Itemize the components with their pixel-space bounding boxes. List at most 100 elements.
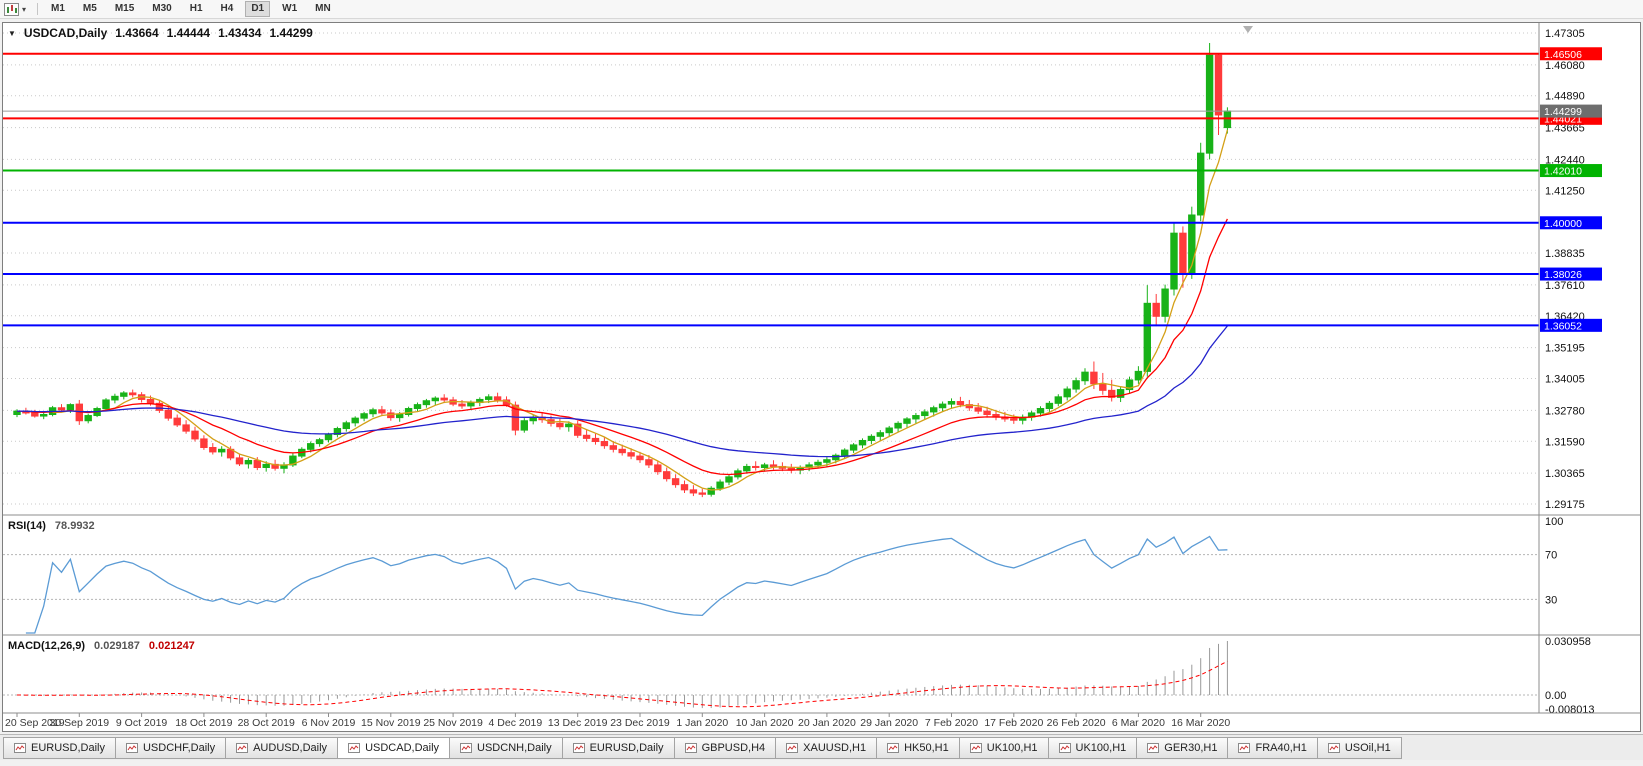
date-label: 16 Mar 2020 xyxy=(1171,717,1230,729)
timeframe-toolbar: ▾ M1 M5 M15 M30 H1 H4 D1 W1 MN xyxy=(0,0,1643,19)
chart-tab-icon xyxy=(1327,743,1340,753)
chart-tab-usdchf-daily[interactable]: USDCHF,Daily xyxy=(115,737,227,759)
chart-shift-marker[interactable] xyxy=(1243,26,1253,33)
price-badge xyxy=(1540,216,1602,230)
chart-tab-icon xyxy=(786,743,799,753)
chart-tabs: EURUSD,Daily USDCHF,Daily AUDUSD,Daily USDC… xyxy=(3,737,1402,759)
moving-average-13 xyxy=(16,218,1228,476)
price-badge xyxy=(1540,164,1602,178)
timeframe-m1[interactable]: M1 xyxy=(45,1,71,17)
chart-tab-icon xyxy=(887,743,900,753)
chart-tab-eurusd-daily[interactable]: EURUSD,Daily xyxy=(562,737,675,759)
chart-tab-icon xyxy=(1238,743,1251,753)
timeframe-m15[interactable]: M15 xyxy=(109,1,140,17)
macd-axis-zero: 0.00 xyxy=(1545,690,1566,702)
chart-tab-label: FRA40,H1 xyxy=(1255,742,1307,754)
date-label: 20 Jan 2020 xyxy=(798,717,856,729)
price-tick-label: 1.46080 xyxy=(1545,60,1585,72)
price-tick-label: 1.43665 xyxy=(1545,123,1585,135)
price-tick-label: 1.32780 xyxy=(1545,405,1585,417)
rsi-axis-label: 30 xyxy=(1545,594,1557,606)
price-tick-label: 1.29175 xyxy=(1545,499,1585,511)
date-label: 26 Feb 2020 xyxy=(1047,717,1106,729)
chart-tab-icon xyxy=(348,743,361,753)
price-badge-label: 1.46506 xyxy=(1544,49,1582,61)
moving-average-5 xyxy=(52,129,1229,491)
date-label: 29 Jan 2020 xyxy=(860,717,918,729)
timeframe-group: M1 M5 M15 M30 H1 H4 D1 W1 MN xyxy=(45,1,337,17)
chart-tab-icon xyxy=(969,743,982,753)
chart-tab-label: GBPUSD,H4 xyxy=(701,742,766,754)
chart-canvas[interactable]: 1.47305 1.46080 1.44890 1.43665 1.42440 1.412… xyxy=(3,23,1640,731)
chart-tab-usoil-h1[interactable]: USOil,H1 xyxy=(1317,737,1402,759)
price-badge-label: 1.44299 xyxy=(1544,106,1582,118)
date-label: 30 Sep 2019 xyxy=(50,717,110,729)
date-label: 7 Feb 2020 xyxy=(925,717,978,729)
chart-tab-icon xyxy=(1058,743,1071,753)
chart-tab-label: AUDUSD,Daily xyxy=(253,742,328,754)
chart-tab-icon xyxy=(1147,743,1160,753)
toolbar-separator xyxy=(37,3,39,15)
chart-tab-label: USDCHF,Daily xyxy=(142,742,216,754)
price-badge xyxy=(1540,104,1602,118)
chart-tab-icon xyxy=(684,743,697,753)
chart-tab-eurusd-daily[interactable]: EURUSD,Daily xyxy=(3,737,116,759)
date-label: 13 Dec 2019 xyxy=(548,717,608,729)
date-label: 23 Dec 2019 xyxy=(610,717,670,729)
rsi-line xyxy=(25,535,1228,634)
price-tick-label: 1.47305 xyxy=(1545,28,1585,40)
price-tick-label: 1.31590 xyxy=(1545,436,1585,448)
chart-tab-label: USDCNH,Daily xyxy=(477,742,552,754)
chart-tab-usdcnh-daily[interactable]: USDCNH,Daily xyxy=(450,737,563,759)
timeframe-mn[interactable]: MN xyxy=(309,1,337,17)
chart-tab-audusd-daily[interactable]: AUDUSD,Daily xyxy=(226,737,339,759)
chart-tab-label: EURUSD,Daily xyxy=(589,742,664,754)
chart-tab-label: UK100,H1 xyxy=(1075,742,1127,754)
price-tick-label: 1.37610 xyxy=(1545,280,1585,292)
chart-tab-icon xyxy=(572,743,585,753)
date-label: 15 Nov 2019 xyxy=(361,717,421,729)
chart-tab-icon xyxy=(236,743,249,753)
timeframe-h4[interactable]: H4 xyxy=(215,1,240,17)
price-tick-label: 1.41250 xyxy=(1545,185,1585,197)
chart-window-icon[interactable] xyxy=(4,2,19,16)
date-label: 6 Nov 2019 xyxy=(302,717,356,729)
price-badge xyxy=(1540,47,1602,61)
price-badge-label: 1.40000 xyxy=(1544,218,1582,230)
timeframe-w1[interactable]: W1 xyxy=(276,1,303,17)
price-grid xyxy=(3,32,1539,505)
chart-tab-uk100-h1[interactable]: UK100,H1 xyxy=(1048,737,1138,759)
price-badge-label: 1.38026 xyxy=(1544,269,1582,281)
price-tick-label: 1.34005 xyxy=(1545,374,1585,386)
chart-tab-uk100-h1[interactable]: UK100,H1 xyxy=(959,737,1049,759)
symbol-collapse-icon[interactable]: ▼ xyxy=(8,29,16,38)
date-label: 9 Oct 2019 xyxy=(116,717,168,729)
chart-tab-usdcad-daily[interactable]: USDCAD,Daily xyxy=(338,737,451,759)
date-label: 28 Oct 2019 xyxy=(238,717,295,729)
price-tick-label: 1.35195 xyxy=(1545,343,1585,355)
chart-tab-label: GER30,H1 xyxy=(1164,742,1218,754)
chart-tab-bar: EURUSD,Daily USDCHF,Daily AUDUSD,Daily USDC… xyxy=(0,734,1643,760)
timeframe-m5[interactable]: M5 xyxy=(77,1,103,17)
chart-tab-fra40-h1[interactable]: FRA40,H1 xyxy=(1228,737,1318,759)
chart-tab-label: HK50,H1 xyxy=(904,742,949,754)
timeframe-d1[interactable]: D1 xyxy=(245,1,271,17)
date-label: 10 Jan 2020 xyxy=(736,717,794,729)
chart-window: 1.47305 1.46080 1.44890 1.43665 1.42440 1.412… xyxy=(2,22,1641,732)
rsi-axis-label: 100 xyxy=(1545,516,1563,528)
chart-tab-gbpusd-h4[interactable]: GBPUSD,H4 xyxy=(674,737,777,759)
chart-tab-hk50-h1[interactable]: HK50,H1 xyxy=(877,737,960,759)
timeframe-h1[interactable]: H1 xyxy=(184,1,209,17)
macd-axis-max: 0.030958 xyxy=(1545,636,1591,648)
chart-tab-xauusd-h1[interactable]: XAUUSD,H1 xyxy=(776,737,878,759)
rsi-axis-label: 70 xyxy=(1545,550,1557,562)
date-label: 1 Jan 2020 xyxy=(676,717,728,729)
price-tick-label: 1.38835 xyxy=(1545,248,1585,260)
chart-tab-label: USOil,H1 xyxy=(1344,742,1391,754)
chart-tab-icon xyxy=(125,743,138,753)
timeframe-m30[interactable]: M30 xyxy=(146,1,177,17)
date-label: 17 Feb 2020 xyxy=(984,717,1043,729)
chart-dropdown-icon[interactable]: ▾ xyxy=(22,4,27,14)
chart-tab-ger30-h1[interactable]: GER30,H1 xyxy=(1137,737,1229,759)
